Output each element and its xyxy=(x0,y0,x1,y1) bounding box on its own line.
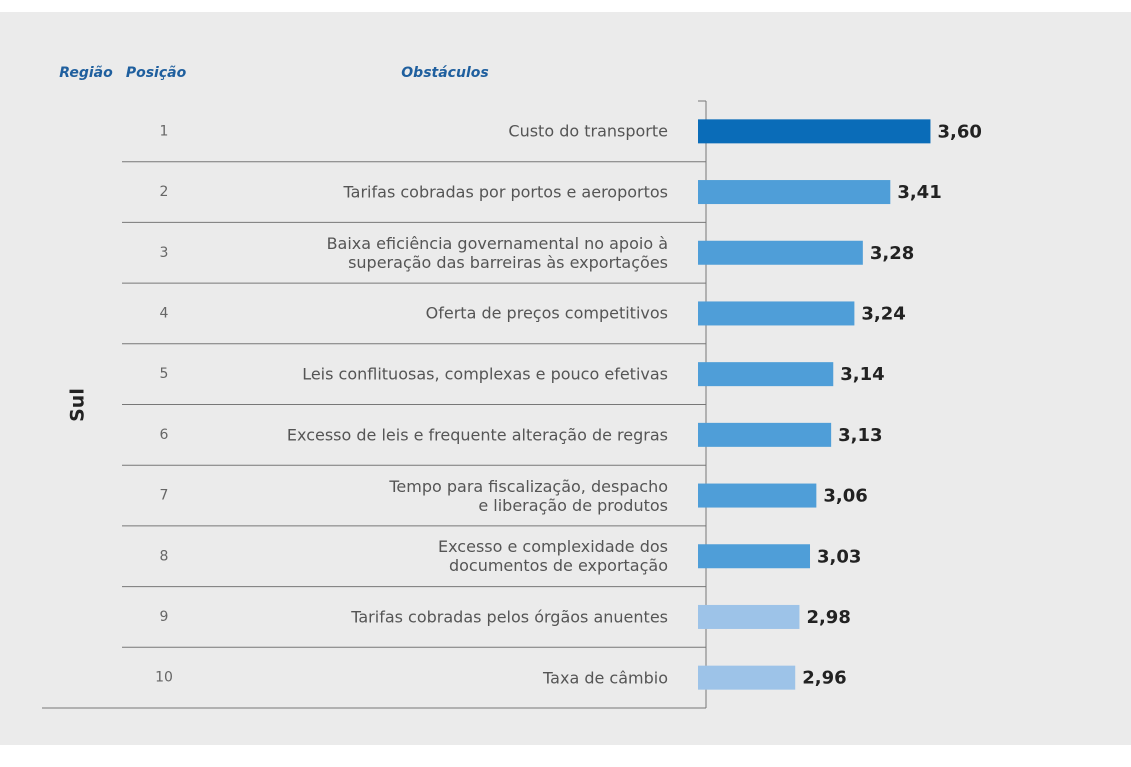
position-label: 1 xyxy=(160,123,169,139)
category-label: Leis conflituosas, complexas e pouco efe… xyxy=(302,364,668,384)
bar xyxy=(698,119,931,144)
bar xyxy=(698,180,891,205)
region-label: Sul xyxy=(67,388,89,422)
bar xyxy=(698,665,796,690)
value-label: 3,60 xyxy=(937,121,981,142)
position-label: 5 xyxy=(160,366,169,382)
position-label: 4 xyxy=(160,305,169,321)
background xyxy=(0,12,1131,745)
bar xyxy=(698,301,855,326)
header-region: Região xyxy=(59,65,113,81)
position-label: 8 xyxy=(160,548,169,564)
bar xyxy=(698,240,863,265)
bar xyxy=(698,362,834,387)
category-label: Oferta de preços competitivos xyxy=(425,303,668,323)
bar xyxy=(698,604,800,629)
position-label: 2 xyxy=(160,184,169,200)
category-label: Excesso e complexidade dos documentos de… xyxy=(438,537,668,576)
position-label: 7 xyxy=(160,488,169,504)
value-label: 2,96 xyxy=(802,668,846,689)
category-label: Baixa eficiência governamental no apoio … xyxy=(326,233,668,272)
value-label: 3,24 xyxy=(861,303,905,324)
position-label: 6 xyxy=(160,427,169,443)
category-label: Taxa de câmbio xyxy=(543,668,668,688)
bar xyxy=(698,544,811,569)
header-obstacles: Obstáculos xyxy=(401,65,488,81)
value-label: 3,41 xyxy=(897,182,941,203)
category-label: Custo do transporte xyxy=(508,121,668,141)
value-label: 3,14 xyxy=(840,364,884,385)
bar xyxy=(698,422,832,447)
value-label: 3,03 xyxy=(817,546,861,567)
header-position: Posição xyxy=(126,65,187,81)
value-label: 3,13 xyxy=(838,425,882,446)
bar xyxy=(698,483,817,508)
category-label: Excesso de leis e frequente alteração de… xyxy=(286,425,668,445)
position-label: 3 xyxy=(160,245,169,261)
category-label: Tempo para fiscalização, despacho e libe… xyxy=(389,476,668,515)
category-label: Tarifas cobradas por portos e aeroportos xyxy=(343,182,668,202)
category-label: Tarifas cobradas pelos órgãos anuentes xyxy=(351,607,668,627)
value-label: 3,28 xyxy=(870,243,914,264)
value-label: 2,98 xyxy=(806,607,850,628)
value-label: 3,06 xyxy=(823,486,867,507)
position-label: 9 xyxy=(160,609,169,625)
position-label: 10 xyxy=(155,670,173,686)
